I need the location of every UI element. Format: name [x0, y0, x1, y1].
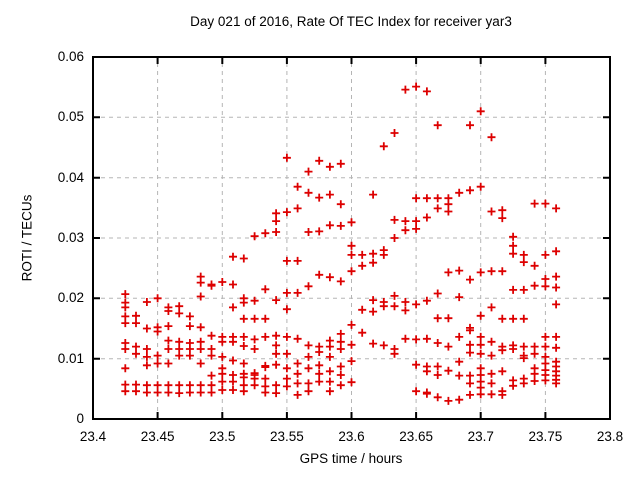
x-axis-title: GPS time / hours [299, 451, 403, 466]
x-tick-label: 23.6 [338, 429, 365, 444]
x-tick-label: 23.45 [140, 429, 175, 444]
x-tick-label: 23.7 [467, 429, 494, 444]
x-tick-label: 23.65 [399, 429, 434, 444]
chart-title: Day 021 of 2016, Rate Of TEC Index for r… [190, 14, 512, 29]
y-tick-label: 0.03 [57, 230, 84, 245]
x-tick-label: 23.75 [528, 429, 563, 444]
y-tick-label: 0.01 [57, 350, 84, 366]
y-tick-label: 0.02 [57, 290, 84, 306]
x-tick-label: 23.8 [596, 429, 624, 444]
x-tick-label: 23.4 [79, 429, 107, 444]
grid-lines [93, 57, 610, 419]
y-tick-label: 0.06 [57, 49, 84, 64]
y-tick-label: 0.04 [57, 169, 84, 185]
data-points [121, 82, 561, 405]
x-tick-label: 23.55 [269, 429, 304, 444]
x-tick-label: 23.5 [209, 429, 236, 444]
y-tick-label: 0 [76, 411, 84, 426]
plot-border [92, 56, 611, 420]
y-tick-label: 0.05 [57, 109, 84, 125]
